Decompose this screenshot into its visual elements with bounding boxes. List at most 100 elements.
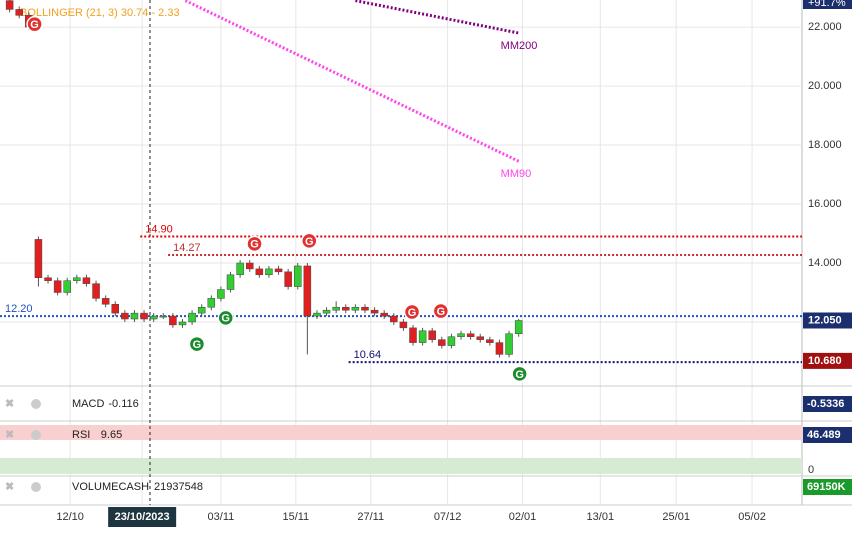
panel-name: MACD xyxy=(72,398,104,410)
candle-body xyxy=(207,298,216,308)
panel-tick-label: 0 xyxy=(808,464,814,476)
price-tag-label: 12.050 xyxy=(808,314,842,326)
candle-body xyxy=(313,312,321,317)
x-tick-label: 25/01 xyxy=(662,511,690,523)
candle-body xyxy=(438,339,446,346)
candle-body xyxy=(418,330,427,343)
settings-icon xyxy=(31,430,41,440)
panel-axis-label: -0.5336 xyxy=(807,398,844,410)
y-tick-label: 14.000 xyxy=(808,257,842,269)
panel-name: RSI xyxy=(72,429,90,441)
x-tick-label: 05/02 xyxy=(738,511,766,523)
signal-marker xyxy=(26,15,43,33)
signal-marker xyxy=(217,309,234,327)
settings-icon xyxy=(31,482,41,492)
candle-body xyxy=(82,277,91,284)
candle-body xyxy=(466,333,475,337)
x-tick-label: 23/10/2023 xyxy=(115,511,170,523)
candle-body xyxy=(15,9,23,16)
y-tick-label: 22.000 xyxy=(808,21,842,33)
candle-body xyxy=(342,306,350,311)
signal-marker xyxy=(403,303,421,321)
candle-body xyxy=(265,268,273,276)
x-tick-label: 15/11 xyxy=(282,511,309,523)
x-tick-label: 03/11 xyxy=(208,511,235,523)
candle-body xyxy=(505,333,513,355)
signal-marker xyxy=(432,302,450,320)
ma-label: MM200 xyxy=(501,40,538,52)
signal-label: G xyxy=(515,369,524,381)
candle-body xyxy=(226,274,235,290)
panel-value-tag xyxy=(803,396,852,412)
candle-body xyxy=(92,283,100,299)
signal-label: G xyxy=(250,239,259,251)
close-icon: ✖ xyxy=(5,481,14,493)
candle-body xyxy=(236,262,244,276)
candle-body xyxy=(149,315,158,320)
candle-body xyxy=(44,277,52,281)
candle-body xyxy=(399,321,408,329)
x-tick-label: 27/11 xyxy=(357,511,384,523)
candle-body xyxy=(293,265,302,287)
signal-label: G xyxy=(408,307,417,319)
candle-body xyxy=(130,312,139,320)
candle-body xyxy=(159,315,168,318)
level-label: 10.64 xyxy=(354,349,382,361)
panel-value: -0.116 xyxy=(108,398,138,410)
candle-body xyxy=(111,304,120,314)
x-tick-label: 13/01 xyxy=(587,511,615,523)
price-axis xyxy=(802,0,852,541)
ma-line xyxy=(184,0,520,163)
candle-body xyxy=(188,312,196,323)
candle-body xyxy=(428,330,436,340)
candle-body xyxy=(361,306,369,311)
candle-body xyxy=(380,312,388,317)
signal-marker xyxy=(301,232,318,250)
change-tag xyxy=(803,0,852,9)
candle-body xyxy=(274,268,283,273)
candle-body xyxy=(217,289,225,299)
price-tag-label: 10.680 xyxy=(808,355,842,367)
x-tick-label: 02/01 xyxy=(509,511,537,523)
candle-body xyxy=(284,271,292,287)
candle-body xyxy=(197,306,206,314)
panel-value-tag xyxy=(803,427,852,443)
panel-axis-label: 69150K xyxy=(807,481,846,493)
x-tick-label: 07/12 xyxy=(434,511,462,523)
candle-body xyxy=(370,309,379,314)
candle-body xyxy=(101,298,110,305)
candle-body xyxy=(73,277,81,281)
signal-marker xyxy=(246,235,263,253)
signal-label: G xyxy=(437,306,446,318)
settings-icon xyxy=(31,399,41,409)
y-tick-label: 16.000 xyxy=(808,198,842,210)
panel-controls: ✖ xyxy=(5,398,41,410)
candle-body xyxy=(255,268,264,276)
candle-body xyxy=(409,327,417,343)
y-tick-label: 18.000 xyxy=(808,139,842,151)
close-icon: ✖ xyxy=(5,398,14,410)
candle-body xyxy=(457,333,465,337)
candle-body xyxy=(332,306,340,311)
signal-label: G xyxy=(30,19,39,31)
x-tick-highlight xyxy=(108,507,177,527)
x-tick-label: 12/10 xyxy=(56,511,84,523)
panel-value: 21937548 xyxy=(154,481,203,493)
signal-marker xyxy=(188,335,206,353)
panel-axis-label: 46.489 xyxy=(807,429,841,441)
candle-body xyxy=(34,239,43,278)
candle-body xyxy=(495,342,504,355)
signal-label: G xyxy=(193,339,202,351)
candle-body xyxy=(169,315,177,326)
candle-body xyxy=(121,312,129,320)
y-tick-label: 20.000 xyxy=(808,80,842,92)
price-tag xyxy=(803,312,852,329)
signal-label: G xyxy=(221,313,230,325)
candle-body xyxy=(486,339,494,343)
level-label: 14.90 xyxy=(145,223,173,235)
panel-value-tag xyxy=(803,479,852,495)
candle-body xyxy=(514,320,523,335)
indicator-label: BOLLINGER (21, 3) 30.74 - 2.33 xyxy=(20,7,180,19)
